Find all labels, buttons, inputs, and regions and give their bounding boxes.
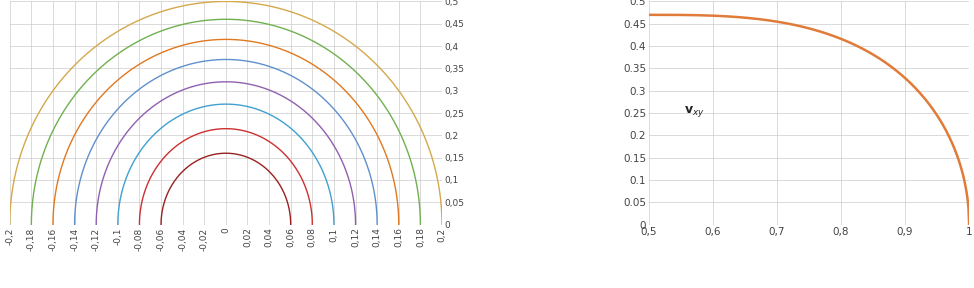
- Text: $\mathbf{v}_{xy}$: $\mathbf{v}_{xy}$: [684, 104, 705, 119]
